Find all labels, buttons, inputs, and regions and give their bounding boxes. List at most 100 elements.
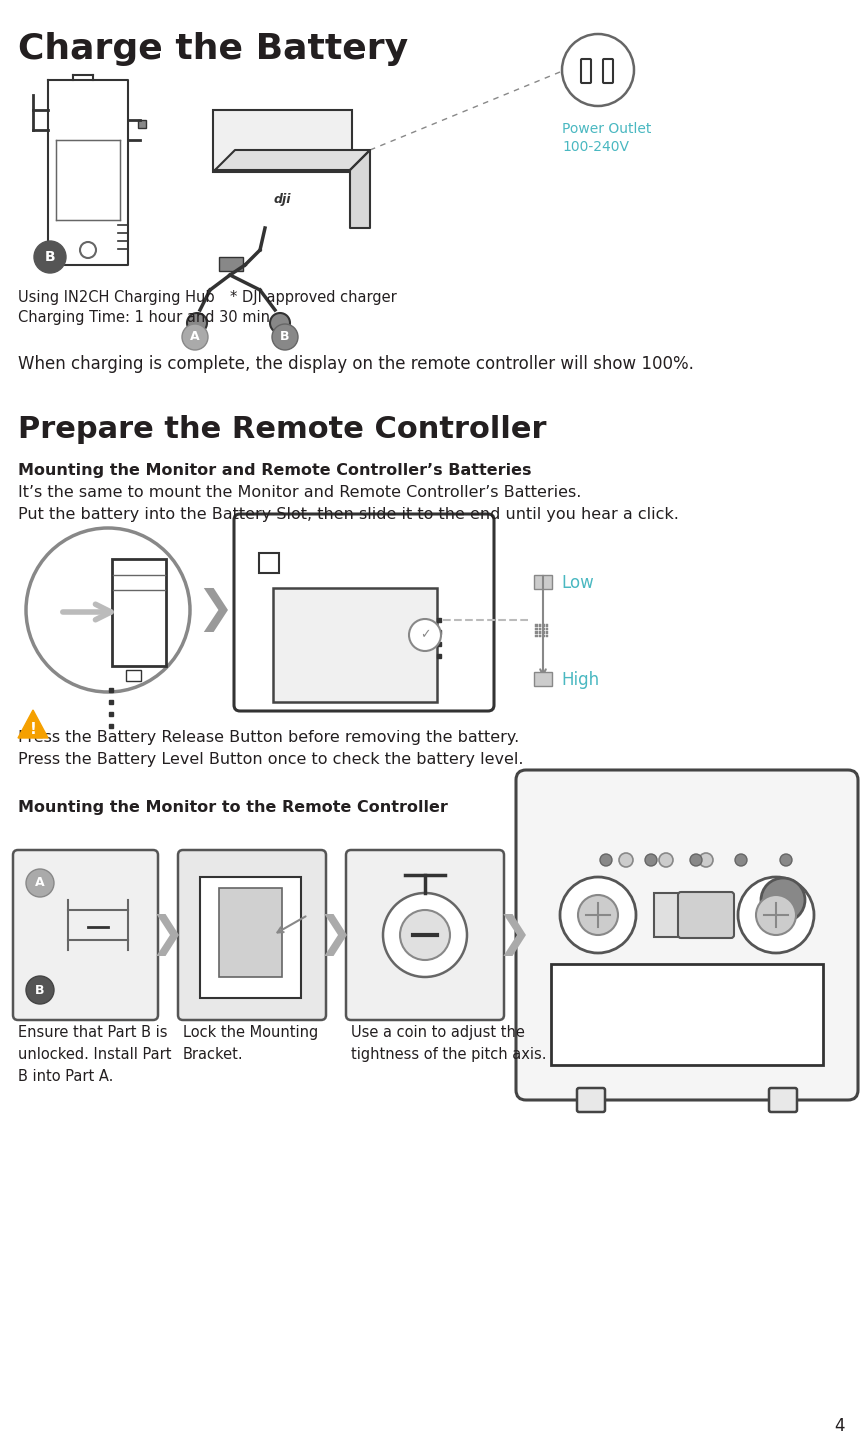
FancyBboxPatch shape bbox=[654, 894, 720, 937]
Circle shape bbox=[562, 33, 634, 106]
Text: Press the Battery Release Button before removing the battery.: Press the Battery Release Button before … bbox=[18, 729, 519, 745]
Circle shape bbox=[699, 853, 713, 867]
Text: ❯: ❯ bbox=[318, 914, 353, 956]
FancyBboxPatch shape bbox=[769, 1088, 797, 1112]
Polygon shape bbox=[350, 150, 370, 228]
Circle shape bbox=[735, 854, 747, 866]
Circle shape bbox=[600, 854, 612, 866]
Text: Ensure that Part B is: Ensure that Part B is bbox=[18, 1024, 168, 1040]
Text: tightness of the pitch axis.: tightness of the pitch axis. bbox=[351, 1048, 547, 1062]
Text: Lock the Mounting: Lock the Mounting bbox=[183, 1024, 318, 1040]
FancyBboxPatch shape bbox=[551, 963, 823, 1065]
Text: Press the Battery Level Button once to check the battery level.: Press the Battery Level Button once to c… bbox=[18, 753, 524, 767]
Polygon shape bbox=[215, 150, 370, 170]
FancyBboxPatch shape bbox=[535, 628, 537, 631]
FancyBboxPatch shape bbox=[178, 850, 326, 1020]
Text: Itʼs the same to mount the Monitor and Remote Controllerʼs Batteries.: Itʼs the same to mount the Monitor and R… bbox=[18, 485, 581, 500]
Text: Mounting the Monitor to the Remote Controller: Mounting the Monitor to the Remote Contr… bbox=[18, 801, 448, 815]
Circle shape bbox=[690, 854, 702, 866]
FancyBboxPatch shape bbox=[678, 892, 734, 939]
Text: ✓: ✓ bbox=[420, 629, 430, 642]
Circle shape bbox=[26, 869, 54, 897]
FancyBboxPatch shape bbox=[542, 623, 544, 626]
Text: ❯: ❯ bbox=[497, 914, 531, 956]
Circle shape bbox=[383, 894, 467, 976]
FancyBboxPatch shape bbox=[535, 631, 537, 634]
Text: Bracket.: Bracket. bbox=[183, 1048, 244, 1062]
FancyBboxPatch shape bbox=[534, 575, 552, 588]
Text: Mounting the Monitor and Remote Controllerʼs Batteries: Mounting the Monitor and Remote Controll… bbox=[18, 464, 531, 478]
Circle shape bbox=[187, 312, 207, 333]
Circle shape bbox=[619, 853, 633, 867]
FancyBboxPatch shape bbox=[577, 1088, 605, 1112]
Circle shape bbox=[659, 853, 673, 867]
Circle shape bbox=[578, 895, 618, 934]
Circle shape bbox=[26, 527, 190, 692]
Text: Use a coin to adjust the: Use a coin to adjust the bbox=[351, 1024, 524, 1040]
Text: B: B bbox=[280, 330, 289, 343]
FancyBboxPatch shape bbox=[13, 850, 158, 1020]
FancyBboxPatch shape bbox=[234, 514, 494, 711]
FancyBboxPatch shape bbox=[213, 110, 352, 171]
FancyBboxPatch shape bbox=[535, 623, 537, 626]
Text: B into Part A.: B into Part A. bbox=[18, 1069, 113, 1084]
Circle shape bbox=[34, 241, 66, 273]
FancyBboxPatch shape bbox=[56, 139, 120, 219]
Text: A: A bbox=[35, 876, 45, 889]
FancyBboxPatch shape bbox=[542, 631, 544, 634]
Text: 100-240V: 100-240V bbox=[562, 139, 629, 154]
FancyBboxPatch shape bbox=[581, 60, 591, 83]
Circle shape bbox=[645, 854, 657, 866]
Circle shape bbox=[761, 878, 805, 923]
FancyBboxPatch shape bbox=[138, 121, 146, 128]
FancyBboxPatch shape bbox=[200, 878, 301, 998]
FancyBboxPatch shape bbox=[545, 628, 548, 631]
Polygon shape bbox=[18, 711, 48, 738]
Text: Using IN2CH Charging Hub: Using IN2CH Charging Hub bbox=[18, 291, 214, 305]
FancyBboxPatch shape bbox=[538, 635, 541, 636]
FancyBboxPatch shape bbox=[125, 670, 141, 680]
FancyBboxPatch shape bbox=[538, 631, 541, 634]
Text: High: High bbox=[561, 671, 599, 689]
FancyBboxPatch shape bbox=[112, 559, 166, 665]
Circle shape bbox=[780, 854, 792, 866]
Circle shape bbox=[26, 976, 54, 1004]
Text: unlocked. Install Part: unlocked. Install Part bbox=[18, 1048, 171, 1062]
Text: Low: Low bbox=[561, 574, 594, 591]
Circle shape bbox=[270, 312, 290, 333]
Circle shape bbox=[560, 878, 636, 953]
Text: ❯: ❯ bbox=[149, 914, 184, 956]
FancyBboxPatch shape bbox=[538, 628, 541, 631]
Circle shape bbox=[400, 910, 450, 960]
FancyBboxPatch shape bbox=[346, 850, 504, 1020]
Text: Power Outlet: Power Outlet bbox=[562, 122, 651, 137]
Text: dji: dji bbox=[273, 192, 291, 205]
FancyBboxPatch shape bbox=[542, 635, 544, 636]
FancyBboxPatch shape bbox=[219, 257, 243, 272]
Circle shape bbox=[756, 895, 796, 934]
FancyBboxPatch shape bbox=[538, 623, 541, 626]
Text: A: A bbox=[190, 330, 200, 343]
Text: !: ! bbox=[29, 722, 36, 738]
FancyBboxPatch shape bbox=[259, 554, 279, 572]
Circle shape bbox=[409, 619, 441, 651]
FancyBboxPatch shape bbox=[516, 770, 858, 1100]
FancyBboxPatch shape bbox=[534, 671, 552, 686]
Circle shape bbox=[182, 324, 208, 350]
Text: Prepare the Remote Controller: Prepare the Remote Controller bbox=[18, 416, 547, 445]
FancyBboxPatch shape bbox=[542, 628, 544, 631]
FancyBboxPatch shape bbox=[545, 631, 548, 634]
FancyBboxPatch shape bbox=[545, 635, 548, 636]
Circle shape bbox=[738, 878, 814, 953]
Text: When charging is complete, the display on the remote controller will show 100%.: When charging is complete, the display o… bbox=[18, 355, 694, 373]
Text: * DJI approved charger: * DJI approved charger bbox=[230, 291, 397, 305]
Text: Put the battery into the Battery Slot, then slide it to the end until you hear a: Put the battery into the Battery Slot, t… bbox=[18, 507, 679, 522]
Text: ❯: ❯ bbox=[196, 588, 233, 632]
Text: Charging Time: 1 hour and 30 min: Charging Time: 1 hour and 30 min bbox=[18, 309, 270, 325]
FancyBboxPatch shape bbox=[545, 623, 548, 626]
Text: Charge the Battery: Charge the Battery bbox=[18, 32, 408, 65]
Circle shape bbox=[272, 324, 298, 350]
FancyBboxPatch shape bbox=[535, 635, 537, 636]
Text: B: B bbox=[45, 250, 55, 264]
FancyBboxPatch shape bbox=[603, 60, 613, 83]
